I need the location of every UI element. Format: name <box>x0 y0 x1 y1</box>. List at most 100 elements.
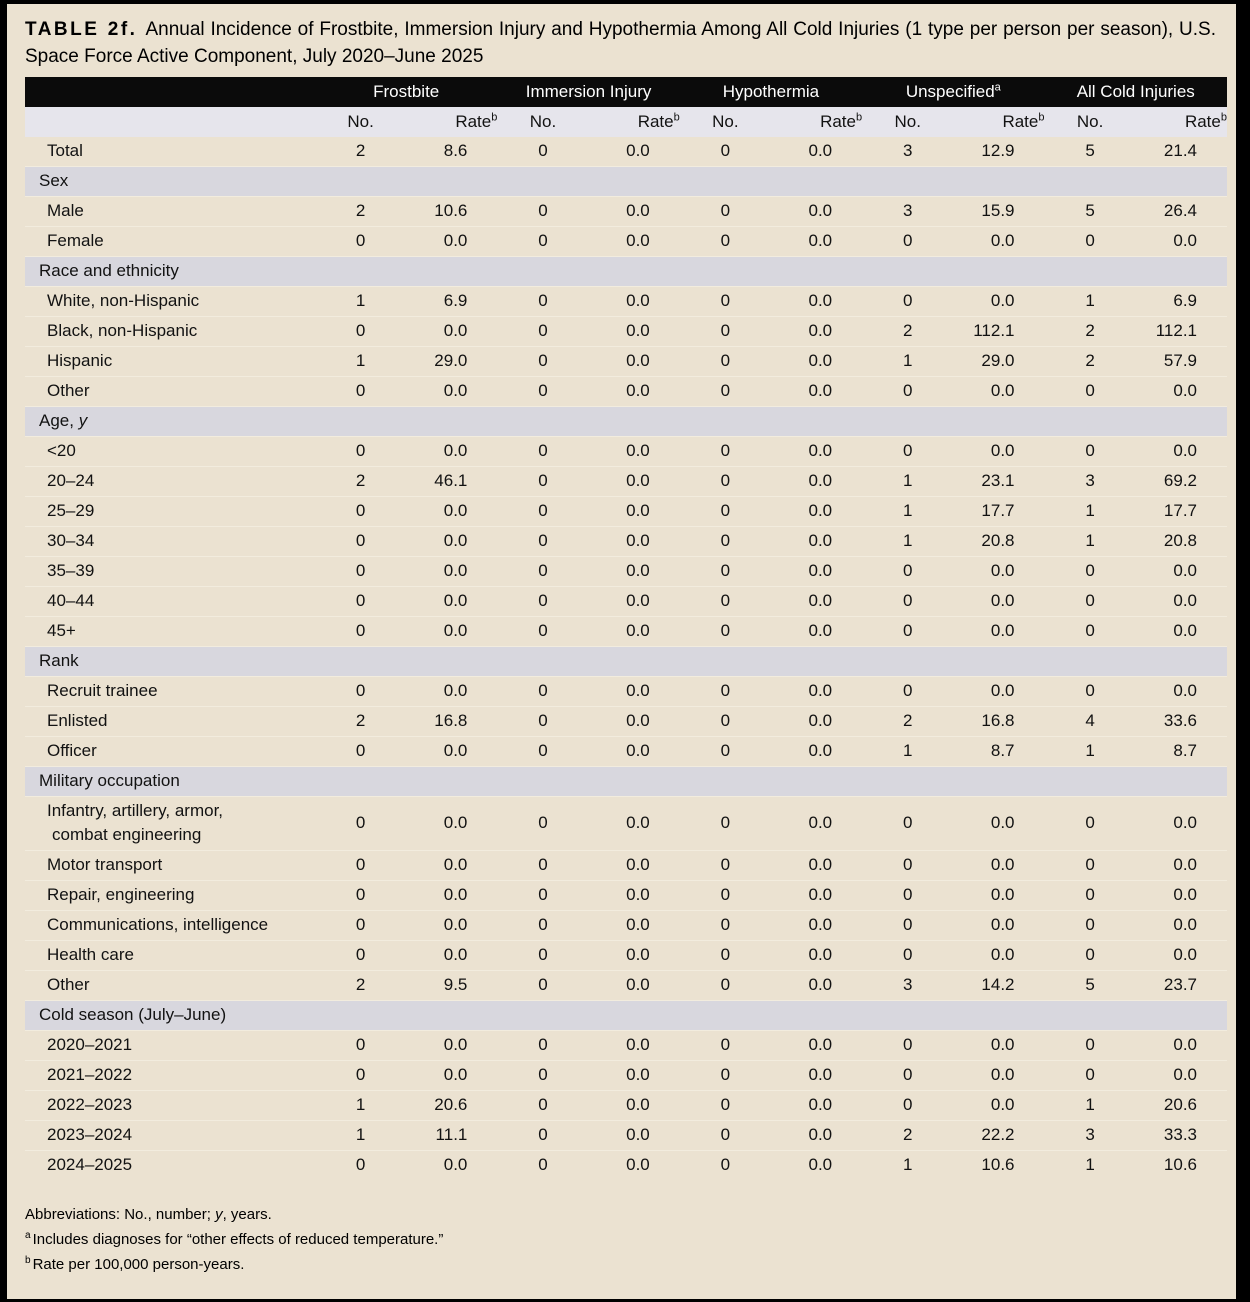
section-label: Sex <box>25 166 1227 197</box>
rate-cell: 0.0 <box>770 586 863 617</box>
no-cell: 0 <box>679 496 771 527</box>
group-header-frostbite: Frostbite <box>373 82 440 101</box>
section-row: Cold season (July–June) <box>25 1000 1227 1031</box>
no-cell: 0 <box>497 286 589 317</box>
no-cell: 0 <box>862 910 954 941</box>
no-cell: 1 <box>862 736 954 767</box>
rate-cell: 0.0 <box>953 556 1045 587</box>
rate-cell: 0.0 <box>770 316 863 347</box>
rate-cell: 112.1 <box>953 316 1045 347</box>
no-cell: 0 <box>497 1060 589 1091</box>
no-cell: 0 <box>862 226 954 257</box>
no-cell: 0 <box>315 940 407 971</box>
rate-cell: 0.0 <box>770 556 863 587</box>
no-cell: 0 <box>679 940 771 971</box>
rate-cell: 0.0 <box>406 676 498 707</box>
corner-cell <box>25 77 315 107</box>
no-cell: 0 <box>497 556 589 587</box>
table-row: Enlisted 2 16.8 0 0.0 0 0.0 2 16.8 4 33.6 <box>25 706 1227 737</box>
table-row: Repair, engineering 0 0.0 0 0.0 0 0.0 0 0.0 0 0.0 <box>25 880 1227 911</box>
rate-cell: 69.2 <box>1135 466 1227 497</box>
no-cell: 1 <box>862 496 954 527</box>
section-row: Rank <box>25 646 1227 677</box>
rate-cell: 20.6 <box>1135 1090 1227 1121</box>
row-label: Hispanic <box>25 346 315 377</box>
rate-cell: 0.0 <box>588 436 680 467</box>
rate-column-header: Rateb <box>1002 111 1045 131</box>
row-label: 2022–2023 <box>25 1090 315 1121</box>
rate-cell: 33.3 <box>1135 1120 1227 1151</box>
no-column-header: No. <box>529 112 557 131</box>
no-cell: 2 <box>862 1120 954 1151</box>
rate-cell: 21.4 <box>1135 137 1227 167</box>
no-column-header: No. <box>347 112 374 131</box>
no-cell: 0 <box>497 880 589 911</box>
no-column-header: No. <box>712 112 739 131</box>
row-label: Officer <box>25 736 315 767</box>
no-cell: 0 <box>1044 226 1136 257</box>
rate-cell: 0.0 <box>770 526 863 557</box>
no-cell: 0 <box>679 526 771 557</box>
no-cell: 0 <box>315 736 407 767</box>
footnote-3: b Rate per 100,000 person-years. <box>25 1255 245 1274</box>
no-cell: 0 <box>1044 850 1136 881</box>
section-label: Cold season (July–June) <box>25 1000 1227 1031</box>
rate-cell: 0.0 <box>588 910 680 941</box>
row-label: Repair, engineering <box>25 880 315 911</box>
table-row: 20–24 2 46.1 0 0.0 0 0.0 1 23.1 3 69.2 <box>25 466 1227 497</box>
rate-cell: 0.0 <box>770 910 863 941</box>
no-cell: 2 <box>1044 316 1136 347</box>
no-cell: 3 <box>862 196 954 227</box>
rate-cell: 0.0 <box>770 466 863 497</box>
no-cell: 0 <box>679 586 771 617</box>
no-cell: 0 <box>1044 880 1136 911</box>
no-cell: 0 <box>862 796 954 851</box>
group-header-unspecified: Unspecifieda <box>905 81 1001 101</box>
corner-cell <box>25 107 315 137</box>
no-cell: 0 <box>862 940 954 971</box>
no-cell: 0 <box>1044 796 1136 851</box>
rate-cell: 0.0 <box>770 346 863 377</box>
rate-column-header: Rateb <box>820 111 863 131</box>
no-cell: 0 <box>497 736 589 767</box>
rate-cell: 0.0 <box>406 880 498 911</box>
no-cell: 0 <box>679 616 771 647</box>
rate-cell: 0.0 <box>1135 1060 1227 1091</box>
no-cell: 0 <box>679 1090 771 1121</box>
no-cell: 1 <box>1044 736 1136 767</box>
rate-cell: 0.0 <box>1135 910 1227 941</box>
no-cell: 0 <box>497 316 589 347</box>
no-cell: 1 <box>902 1155 913 1174</box>
rate-cell: 0.0 <box>1135 676 1227 707</box>
no-cell: 1 <box>1044 496 1136 527</box>
rate-cell: 12.9 <box>953 137 1045 167</box>
rate-cell: 0.0 <box>406 376 498 407</box>
rate-cell: 0.0 <box>588 466 680 497</box>
row-label: 2023–2024 <box>25 1120 315 1151</box>
group-header-all-cold-injuries: All Cold Injuries <box>1076 82 1195 101</box>
rate-cell: 0.0 <box>588 736 680 767</box>
rate-cell: 14.2 <box>953 970 1045 1001</box>
no-cell: 0 <box>497 436 589 467</box>
footnote-2: a Includes diagnoses for “other effects o… <box>25 1230 444 1249</box>
row-label: 30–34 <box>25 526 315 557</box>
row-label: Health care <box>25 940 315 971</box>
no-cell: 0 <box>497 676 589 707</box>
rate-cell: 0.0 <box>588 1060 680 1091</box>
row-label: Motor transport <box>25 850 315 881</box>
no-cell: 0 <box>862 376 954 407</box>
no-cell: 0 <box>679 676 771 707</box>
no-cell: 2 <box>862 706 954 737</box>
no-cell: 0 <box>315 436 407 467</box>
no-cell: 1 <box>315 1090 407 1121</box>
rate-cell: 0.0 <box>588 496 680 527</box>
rate-cell: 0.0 <box>588 586 680 617</box>
rate-cell: 0.0 <box>770 880 863 911</box>
row-label: 35–39 <box>25 556 315 587</box>
rate-cell: 0.0 <box>770 376 863 407</box>
rate-cell: 0.0 <box>953 676 1045 707</box>
rate-column-header: Rateb <box>455 111 498 131</box>
rate-cell: 0.0 <box>588 526 680 557</box>
rate-cell: 0.0 <box>1135 556 1227 587</box>
